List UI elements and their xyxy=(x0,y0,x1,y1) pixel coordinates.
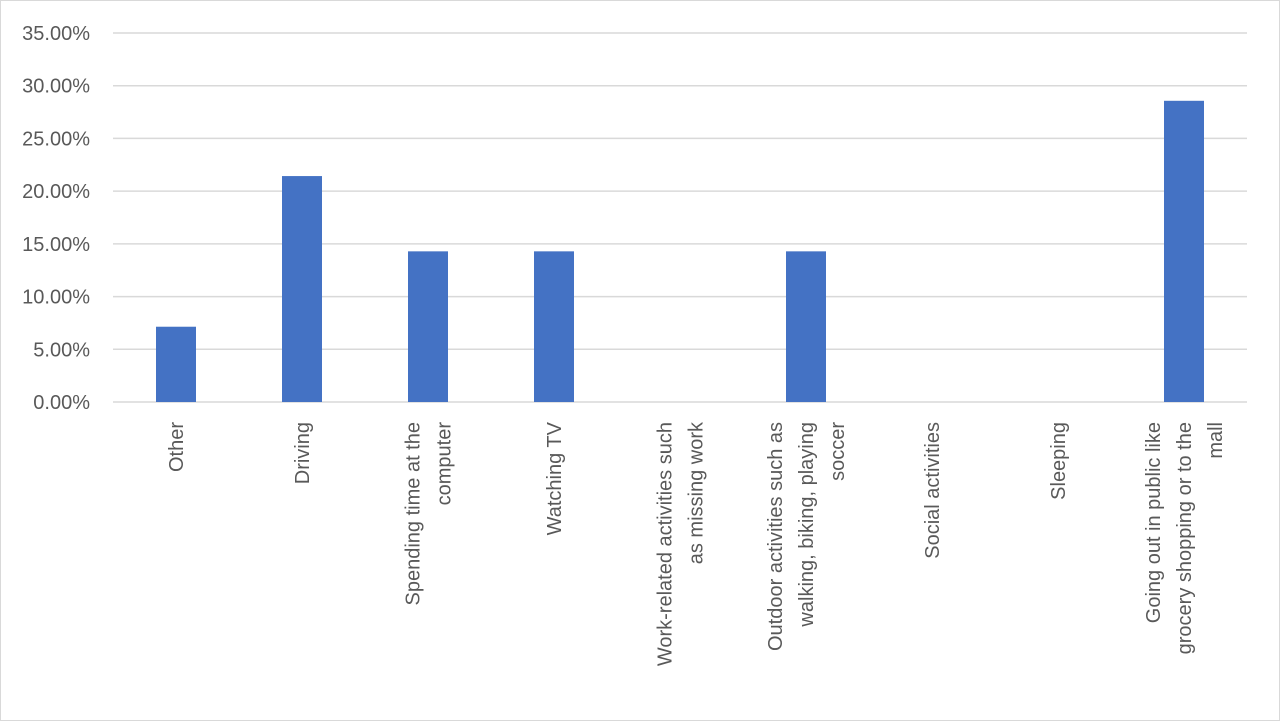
y-tick-label: 0.00% xyxy=(33,392,90,414)
y-tick-label: 20.00% xyxy=(22,181,90,203)
x-tick-label-line: soccer xyxy=(827,422,849,481)
bar xyxy=(282,176,322,402)
y-tick-label: 15.00% xyxy=(22,234,90,256)
x-tick-label: Outdoor activities such as walking, bikin… xyxy=(765,422,849,651)
x-tick-label: Driving xyxy=(292,422,314,484)
y-tick-label: 25.00% xyxy=(22,128,90,150)
x-tick-label: Social activities xyxy=(922,422,944,559)
x-tick-label-line: Other xyxy=(166,422,188,472)
x-tick-label-line: as missing work xyxy=(686,421,708,564)
y-tick-label: 35.00% xyxy=(22,23,90,45)
x-tick-label: Spending time at the computer xyxy=(403,422,456,606)
y-tick-label: 10.00% xyxy=(22,287,90,309)
bar xyxy=(534,251,574,402)
bar xyxy=(1164,100,1204,402)
x-tick-label: Sleeping xyxy=(1048,422,1070,500)
x-axis-category-labels: Other Driving Spending time at the computer… xyxy=(166,421,1227,666)
x-tick-label-line: Outdoor activities such as xyxy=(765,422,787,651)
y-tick-label: 5.00% xyxy=(33,339,90,361)
x-tick-label: Other xyxy=(166,422,188,472)
x-tick-label-line: mall xyxy=(1205,422,1227,459)
x-tick-label-line: computer xyxy=(434,422,456,506)
x-tick-label-line: Driving xyxy=(292,422,314,484)
x-tick-label-line: grocery shopping or to the xyxy=(1174,422,1196,654)
x-tick-label: Work-related activities such as missing w… xyxy=(655,421,708,666)
bar xyxy=(786,251,826,402)
x-tick-label: Going out in public like grocery shopping… xyxy=(1143,422,1227,654)
x-tick-label-line: Sleeping xyxy=(1048,422,1070,500)
y-tick-label: 30.00% xyxy=(22,76,90,98)
x-tick-label-line: Watching TV xyxy=(544,421,566,535)
bar xyxy=(156,326,196,402)
x-tick-label-line: Work-related activities such xyxy=(655,422,677,666)
x-tick-label-line: Social activities xyxy=(922,422,944,559)
y-axis-tick-labels: 0.00% 5.00% 10.00% 15.00% 20.00% 25.00% 30.00%… xyxy=(22,23,90,414)
x-tick-label: Watching TV xyxy=(544,421,566,535)
bar xyxy=(408,251,448,402)
x-tick-label-line: Going out in public like xyxy=(1143,422,1165,623)
x-tick-label-line: Spending time at the xyxy=(403,422,425,605)
x-tick-label-line: walking, biking, playing xyxy=(796,422,818,628)
bars xyxy=(156,100,1204,402)
